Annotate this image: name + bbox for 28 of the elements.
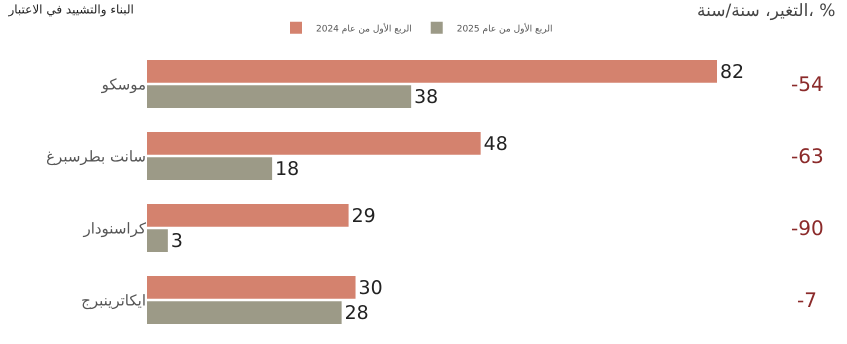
data-label: 29 [352, 205, 376, 228]
text: -63 [791, 144, 824, 168]
y-tick-label: ايكاترينبرج [81, 291, 146, 310]
bar [147, 60, 717, 83]
text: التغير، سنة/سنة، % [697, 1, 836, 21]
bar [147, 157, 272, 180]
y-tick-label: كراسنودار [82, 219, 147, 238]
bar [147, 85, 412, 108]
y-tick-label: سانت بطرسبرغ [46, 147, 146, 166]
bar [147, 132, 481, 155]
legend-label: الربع الأول من عام 2025 [456, 22, 552, 34]
data-label: 18 [275, 158, 300, 180]
bar [147, 276, 356, 299]
data-label: 48 [484, 133, 508, 156]
text: -90 [791, 216, 824, 240]
bar [147, 229, 168, 252]
data-label: 82 [720, 61, 744, 84]
data-label: 38 [414, 86, 438, 108]
data-label: 3 [170, 230, 183, 252]
bar [147, 301, 342, 324]
text: -7 [797, 288, 817, 312]
chart-title: البناء والتشييد في الاعتبار [7, 2, 134, 17]
text: -54 [791, 72, 824, 96]
y-tick-label: موسكو [100, 75, 146, 94]
bar [147, 204, 349, 227]
legend-label: الربع الأول من عام 2024 [316, 22, 412, 34]
data-label: 28 [344, 302, 369, 324]
data-label: 30 [358, 277, 383, 300]
